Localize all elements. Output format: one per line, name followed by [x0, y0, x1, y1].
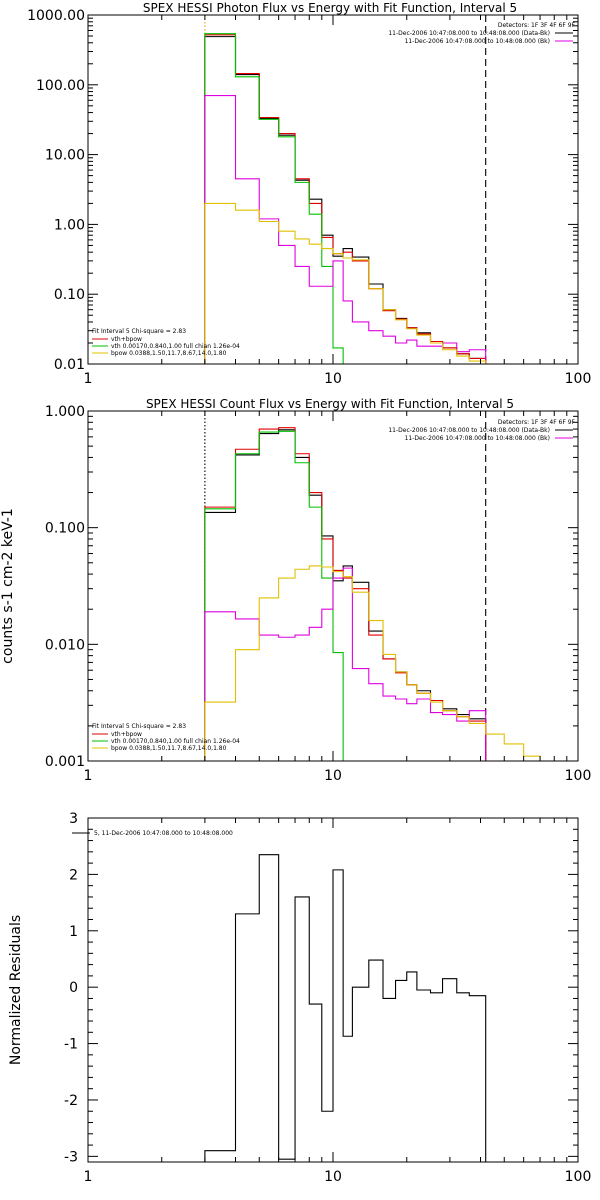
photon-traces: [204, 33, 505, 364]
photon-fit-bpow-label: bpow 0.0388,1.50,11.7,8.67,14.0,1.80: [111, 350, 227, 357]
photon-legend-data-bk: 11-Dec-2006 10:47:08.000 to 10:48:08.000…: [388, 30, 550, 37]
count-flux-panel: SPEX HESSI Count Flux vs Energy with Fit…: [0, 397, 591, 784]
photon-legend-bk: 11-Dec-2006 10:47:08.000 to 10:48:08.000…: [405, 38, 550, 45]
x-tick-label: 10: [324, 1169, 342, 1185]
photon-legend-top-right: Detectors: 1F 3F 4F 6F 9F 11-Dec-2006 10…: [388, 22, 575, 45]
trace-series-1: [204, 34, 487, 364]
residuals-legend: 5, 11-Dec-2006 10:47:08.000 to 10:48:08.…: [72, 830, 233, 837]
count-legend-bk: 11-Dec-2006 10:47:08.000 to 10:48:08.000…: [405, 435, 550, 442]
y-tick-label: 1: [69, 924, 78, 940]
count-legend-data-bk: 11-Dec-2006 10:47:08.000 to 10:48:08.000…: [388, 427, 550, 434]
count-fit-header: Fit Interval 5 Chi-square = 2.83: [92, 723, 186, 730]
x-tick-label: 1: [84, 768, 93, 784]
y-tick-label: 10.00: [45, 148, 85, 164]
count-fit-vth-label: vth 0.00170,0.840,1.00 full chian 1.26e-…: [111, 738, 240, 745]
residuals-legend-label: 5, 11-Dec-2006 10:47:08.000 to 10:48:08.…: [94, 830, 233, 837]
trace-series-4: [204, 202, 505, 364]
y-tick-label: 3: [69, 811, 78, 827]
trace-series-0: [204, 429, 487, 761]
photon-fit-vth-label: vth 0.00170,0.840,1.00 full chian 1.26e-…: [111, 343, 240, 350]
photon-title: SPEX HESSI Photon Flux vs Energy with Fi…: [143, 1, 517, 15]
trace-series-0: [204, 854, 487, 1162]
y-tick-label: 0.10: [54, 287, 85, 303]
x-tick-label: 1: [84, 1169, 93, 1185]
x-tick-label: 100: [565, 371, 592, 387]
y-tick-label: 0.100: [45, 521, 85, 537]
y-tick-label: 0: [69, 980, 78, 996]
y-tick-label: 0.010: [45, 637, 85, 653]
x-tick-label: 10: [324, 371, 342, 387]
y-tick-label: -1: [64, 1037, 78, 1053]
count-traces: [204, 427, 541, 761]
trace-series-0: [204, 36, 487, 364]
residuals-traces: [204, 854, 487, 1162]
trace-series-2: [204, 430, 353, 761]
count-legend-top-right: Detectors: 1F 3F 4F 6F 9F 11-Dec-2006 10…: [388, 419, 575, 442]
residuals-y-axis-label: Normalized Residuals: [8, 915, 24, 1065]
count-title: SPEX HESSI Count Flux vs Energy with Fit…: [146, 397, 514, 411]
y-tick-label: 2: [69, 867, 78, 883]
y-tick-label: 0.001: [45, 754, 85, 770]
photon-fit-header: Fit Interval 5 Chi-square = 2.83: [92, 328, 186, 335]
y-tick-label: 1.000: [45, 404, 85, 420]
count-detectors-label: Detectors: 1F 3F 4F 6F 9F: [498, 419, 576, 426]
count-y-axis-label: counts s-1 cm-2 keV-1: [0, 508, 16, 664]
count-fit-bpow-label: bpow 0.0388,1.50,11.7,8.67,14.0,1.80: [111, 745, 227, 752]
x-tick-label: 100: [565, 1169, 592, 1185]
trace-series-4: [204, 565, 541, 761]
trace-series-2: [204, 33, 353, 364]
x-tick-label: 100: [565, 768, 592, 784]
y-tick-label: -2: [64, 1093, 78, 1109]
y-tick-label: 0.01: [54, 357, 85, 373]
residuals-panel: Normalized Residuals 1 10 100 -3 -2 -1 0 1 2 3 5,…: [8, 811, 591, 1185]
photon-flux-panel: SPEX HESSI Photon Flux vs Energy with Fi…: [27, 1, 591, 387]
count-fit-total-label: vth+bpow: [111, 731, 142, 738]
y-tick-label: 1000.00: [27, 8, 85, 24]
x-tick-label: 10: [324, 768, 342, 784]
photon-detectors-label: Detectors: 1F 3F 4F 6F 9F: [498, 22, 576, 29]
trace-series-3: [204, 95, 487, 364]
count-legend-bottom-left: Fit Interval 5 Chi-square = 2.83 vth+bpo…: [92, 723, 240, 752]
y-tick-label: 100.00: [36, 78, 85, 94]
y-tick-label: -3: [64, 1149, 78, 1165]
trace-series-3: [204, 567, 487, 761]
photon-vlines: [204, 15, 487, 364]
y-tick-label: 1.00: [54, 217, 85, 233]
x-tick-label: 1: [84, 371, 93, 387]
residuals-ticks: 1 10 100 -3 -2 -1 0 1 2 3: [64, 811, 591, 1185]
photon-ticks: 1 10 100 0.01 0.10 1.00 10.00 100.00 1000.00: [27, 8, 591, 387]
photon-legend-bottom-left: Fit Interval 5 Chi-square = 2.83 vth+bpo…: [92, 328, 240, 357]
count-ticks: 1 10 100 0.001 0.010 0.100 1.000: [45, 404, 591, 784]
photon-fit-total-label: vth+bpow: [111, 336, 142, 343]
